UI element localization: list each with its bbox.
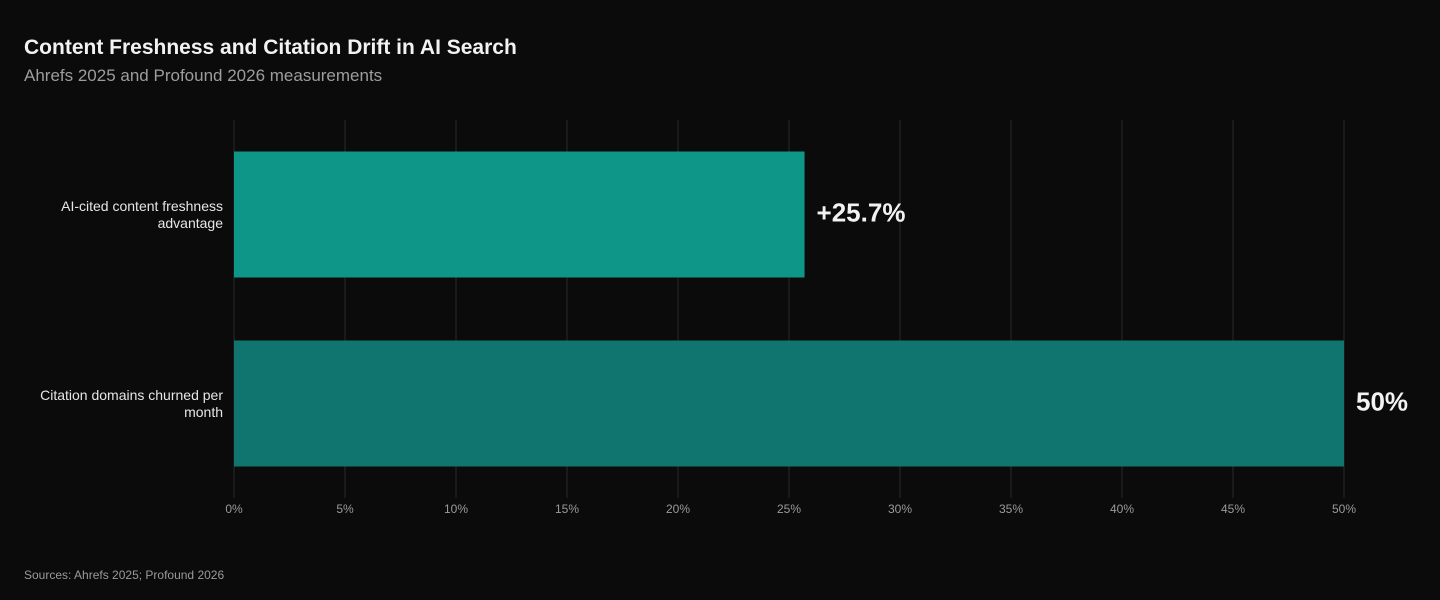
x-tick-label: 0% (225, 502, 243, 516)
chart-subtitle: Ahrefs 2025 and Profound 2026 measuremen… (24, 66, 383, 85)
x-tick-label: 45% (1221, 502, 1245, 516)
x-tick-label: 50% (1332, 502, 1356, 516)
y-tick-label: AI-cited content freshness advantage (61, 197, 223, 231)
x-tick-label: 5% (336, 502, 354, 516)
x-tick-label: 15% (555, 502, 579, 516)
x-tick-label: 35% (999, 502, 1023, 516)
x-tick-label: 10% (444, 502, 468, 516)
x-tick-label: 30% (888, 502, 912, 516)
bar (234, 151, 805, 278)
x-tick-label: 20% (666, 502, 690, 516)
value-label: 50% (1356, 386, 1408, 416)
chart-title: Content Freshness and Citation Drift in … (24, 36, 517, 59)
x-tick-label: 40% (1110, 502, 1134, 516)
bar (234, 340, 1344, 467)
y-tick-label: Citation domains churned per month (40, 386, 223, 420)
value-label: +25.7% (817, 197, 906, 227)
x-tick-label: 25% (777, 502, 801, 516)
source-note: Sources: Ahrefs 2025; Profound 2026 (24, 568, 225, 582)
